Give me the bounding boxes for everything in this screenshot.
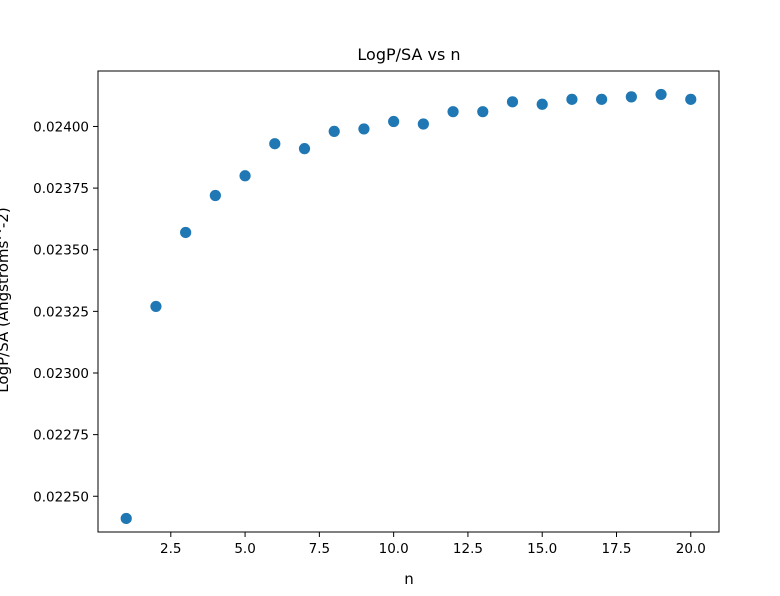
data-point (655, 88, 667, 101)
y-tick-label: 0.02375 (33, 181, 89, 197)
data-point (447, 106, 459, 118)
y-axis-label: LogP/SA (Angstroms^-2) (0, 207, 12, 392)
data-point (506, 96, 519, 108)
data-point (566, 93, 578, 105)
data-point (388, 115, 400, 128)
y-tick-label: 0.02400 (33, 119, 89, 135)
x-tick-label: 12.5 (453, 541, 483, 557)
data-point (150, 300, 162, 313)
plot-area: 2.5 5.0 7.5 10.0 12.5 15.0 17.5 20.0 0.02250 0.02… (33, 70, 720, 557)
axes-frame (97, 70, 720, 533)
x-tick-label: 15.0 (527, 541, 557, 557)
data-point (180, 226, 192, 239)
data-point (209, 189, 221, 202)
data-point (120, 512, 132, 525)
x-axis-label: n (404, 570, 414, 588)
x-tick-label: 10.0 (379, 541, 409, 557)
y-tick-label: 0.02300 (33, 366, 89, 382)
x-tick-label: 5.0 (234, 541, 255, 557)
data-point (269, 138, 281, 150)
data-point (536, 98, 548, 110)
data-point (625, 91, 637, 103)
y-tick-label: 0.02250 (33, 489, 89, 505)
x-tick-label: 17.5 (601, 541, 631, 557)
y-tick-label: 0.02350 (33, 243, 89, 259)
x-tick-label: 20.0 (676, 541, 706, 557)
data-point (358, 123, 370, 135)
y-tick-label: 0.02275 (33, 428, 89, 444)
data-point (328, 125, 340, 137)
data-point (477, 106, 489, 118)
x-tick-label: 2.5 (160, 541, 181, 557)
data-point (239, 170, 251, 182)
data-point (298, 143, 311, 155)
y-tick-label: 0.02325 (33, 304, 89, 320)
data-point (685, 93, 697, 105)
chart-title: LogP/SA vs n (357, 45, 460, 64)
data-point (417, 118, 429, 130)
data-point (596, 93, 608, 105)
x-tick-label: 7.5 (309, 541, 330, 557)
